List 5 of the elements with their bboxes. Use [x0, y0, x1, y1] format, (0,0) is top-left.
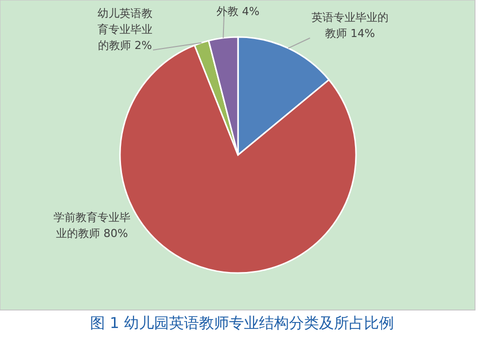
slice-label: 幼儿英语教育专业毕业的教师 2% [98, 7, 152, 52]
text: 图 1 幼儿园英语教师专业结构分类及所占比例 [90, 314, 394, 332]
slice-label: 英语专业毕业的教师 14% [312, 11, 388, 40]
slice-label: 外教 4% [216, 5, 260, 18]
slice-label: 学前教育专业毕业的教师 80% [54, 211, 130, 240]
